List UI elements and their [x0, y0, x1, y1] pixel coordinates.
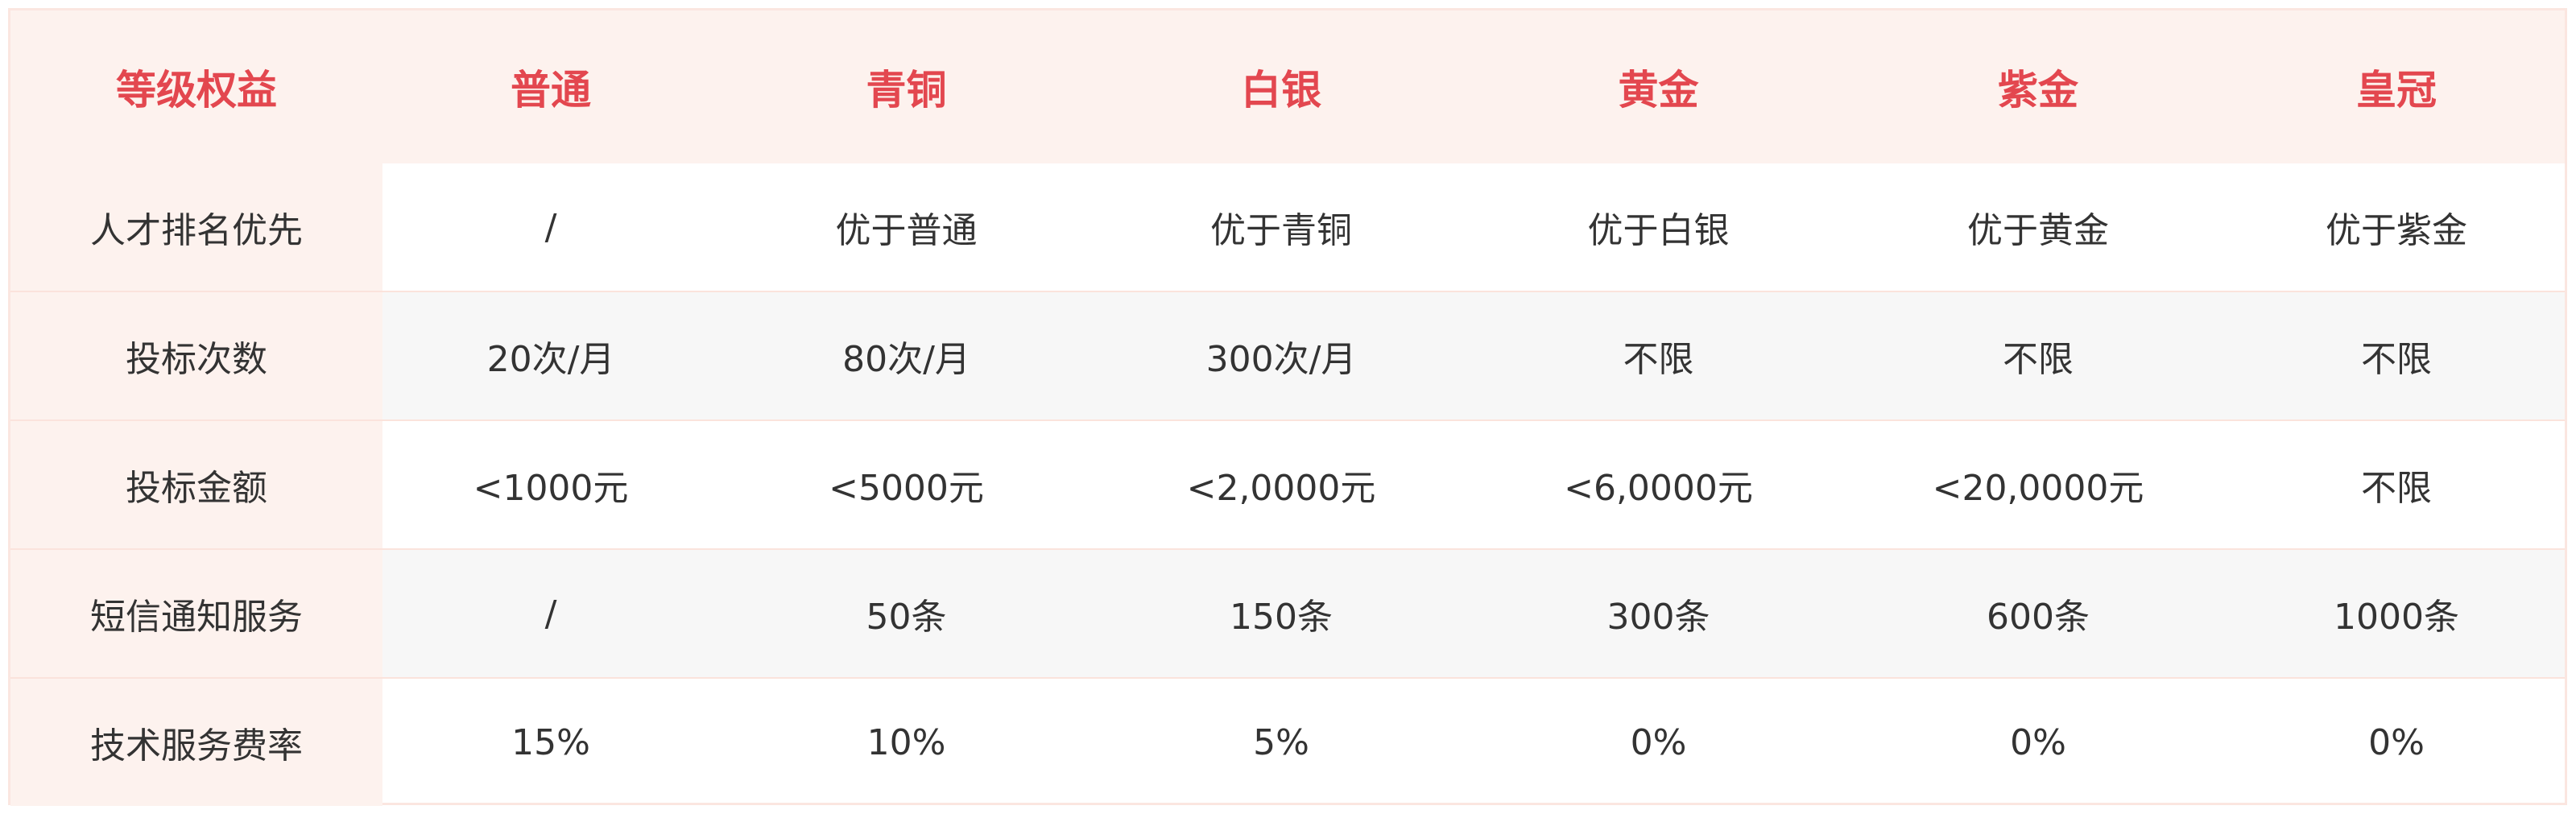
table-cell: 5% [1253, 721, 1309, 763]
table-cell: 80次/月 [842, 339, 970, 380]
table-cell: 150条 [1230, 597, 1333, 638]
row-label: 人才排名优先 [10, 163, 382, 291]
table-cell: 不限 [2361, 468, 2432, 509]
row-label: 技术服务费率 [10, 679, 382, 806]
table-row: 投标次数 20次/月 80次/月 300次/月 不限 不限 不限 [10, 291, 2565, 419]
table-cell: 不限 [2003, 339, 2074, 380]
table-cell: 1000条 [2334, 597, 2459, 638]
table-cell: 20次/月 [486, 339, 615, 380]
table-cell: <1000元 [473, 468, 629, 509]
table-cell: 600条 [1987, 597, 2090, 638]
table-cell: 优于普通 [835, 210, 978, 251]
table-cell: 优于白银 [1587, 210, 1730, 251]
table-cell: 300次/月 [1205, 339, 1357, 380]
benefit-table: 等级权益 普通 青铜 白银 黄金 紫金 皇冠人才排名优先 / 优于普通 优于青铜 优于白银 优于黄金 优… [8, 8, 2567, 806]
row-label: 短信通知服务 [10, 550, 382, 677]
table-row: 短信通知服务 / 50条 150条 300条 600条 1000条 [10, 548, 2565, 677]
header-row: 等级权益 普通 青铜 白银 黄金 紫金 皇冠 [10, 10, 2565, 163]
table-cell: 50条 [866, 597, 947, 638]
table-cell: 不限 [2361, 339, 2432, 380]
table-row: 技术服务费率 15% 10% 5% 0% 0% 0% [10, 677, 2565, 806]
table-cell: <5000元 [829, 468, 984, 509]
table-cell: 优于紫金 [2326, 210, 2467, 251]
table-cell: 10% [866, 721, 946, 763]
row-label: 投标金额 [10, 421, 382, 548]
table-row: 人才排名优先 / 优于普通 优于青铜 优于白银 优于黄金 优于紫金 [10, 163, 2565, 291]
table-cell: 不限 [1623, 339, 1694, 380]
table-cell: / [544, 593, 557, 634]
table-row: 投标金额 <1000元 <5000元 <2,0000元 <6,0000元 <20,0000… [10, 419, 2565, 548]
table-cell: / [544, 206, 557, 248]
table-cell: <6,0000元 [1564, 468, 1753, 509]
header-cell: 等级权益 [116, 67, 277, 114]
table-cell: 0% [2368, 721, 2425, 763]
table-cell: 15% [511, 721, 590, 763]
table-cell: 优于青铜 [1210, 210, 1352, 251]
table-cell: 300条 [1606, 597, 1710, 638]
header-cell: 普通 [511, 67, 591, 114]
header-cell: 黄金 [1618, 67, 1699, 114]
header-cell: 青铜 [866, 67, 947, 114]
table-cell: <20,0000元 [1932, 468, 2144, 509]
table-cell: <2,0000元 [1186, 468, 1376, 509]
table-cell: 优于黄金 [1967, 210, 2109, 251]
table-cell: 0% [2010, 721, 2066, 763]
row-label: 投标次数 [10, 292, 382, 419]
header-cell: 皇冠 [2356, 67, 2437, 114]
table-cell: 0% [1630, 721, 1687, 763]
header-cell: 紫金 [1998, 67, 2078, 114]
header-cell: 白银 [1241, 67, 1321, 114]
